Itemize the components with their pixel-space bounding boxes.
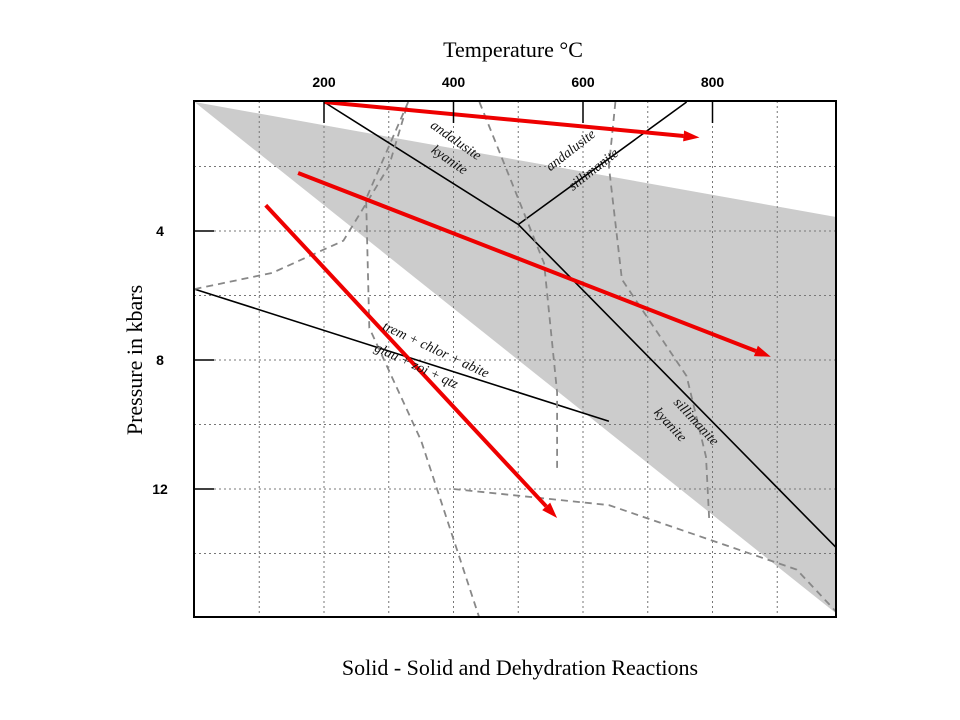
grid-layer [194, 101, 836, 617]
reaction-line [517, 101, 688, 226]
geotherm-arrow-2 [297, 171, 757, 353]
y-tick-label: 12 [152, 481, 168, 497]
reaction-line [194, 288, 610, 423]
geotherm-arrowhead-2 [753, 345, 771, 357]
geotherm-arrowhead-1 [683, 130, 700, 142]
tick-layer: 200 400 600 800 4 8 12 [152, 74, 724, 497]
y-tick-label: 8 [156, 352, 164, 368]
shaded-region [194, 102, 836, 614]
chart-title: Solid - Solid and Dehydration Reactions [342, 655, 698, 680]
shaded-region-layer [194, 102, 836, 614]
x-tick-label: 400 [442, 74, 466, 90]
geotherm-arrowhead-3 [542, 502, 558, 518]
x-tick-label: 600 [571, 74, 595, 90]
phase-boundary-dashed [194, 101, 410, 290]
phase-boundary-dashed [608, 101, 711, 522]
y-tick-label: 4 [156, 223, 164, 239]
x-tick-label: 800 [701, 74, 725, 90]
phase-boundary-dashed [478, 101, 558, 473]
x-tick-label: 200 [312, 74, 336, 90]
phase-boundary-dashed [453, 488, 836, 613]
geotherm-arrow-3 [264, 203, 548, 508]
y-axis-label: Pressure in kbars [122, 285, 147, 435]
plot-frame [193, 100, 837, 618]
x-axis-label: Temperature °C [443, 37, 583, 62]
geotherm-arrow-1 [323, 101, 684, 138]
phase-boundary-dashed [365, 101, 481, 617]
series-layer [194, 101, 836, 617]
